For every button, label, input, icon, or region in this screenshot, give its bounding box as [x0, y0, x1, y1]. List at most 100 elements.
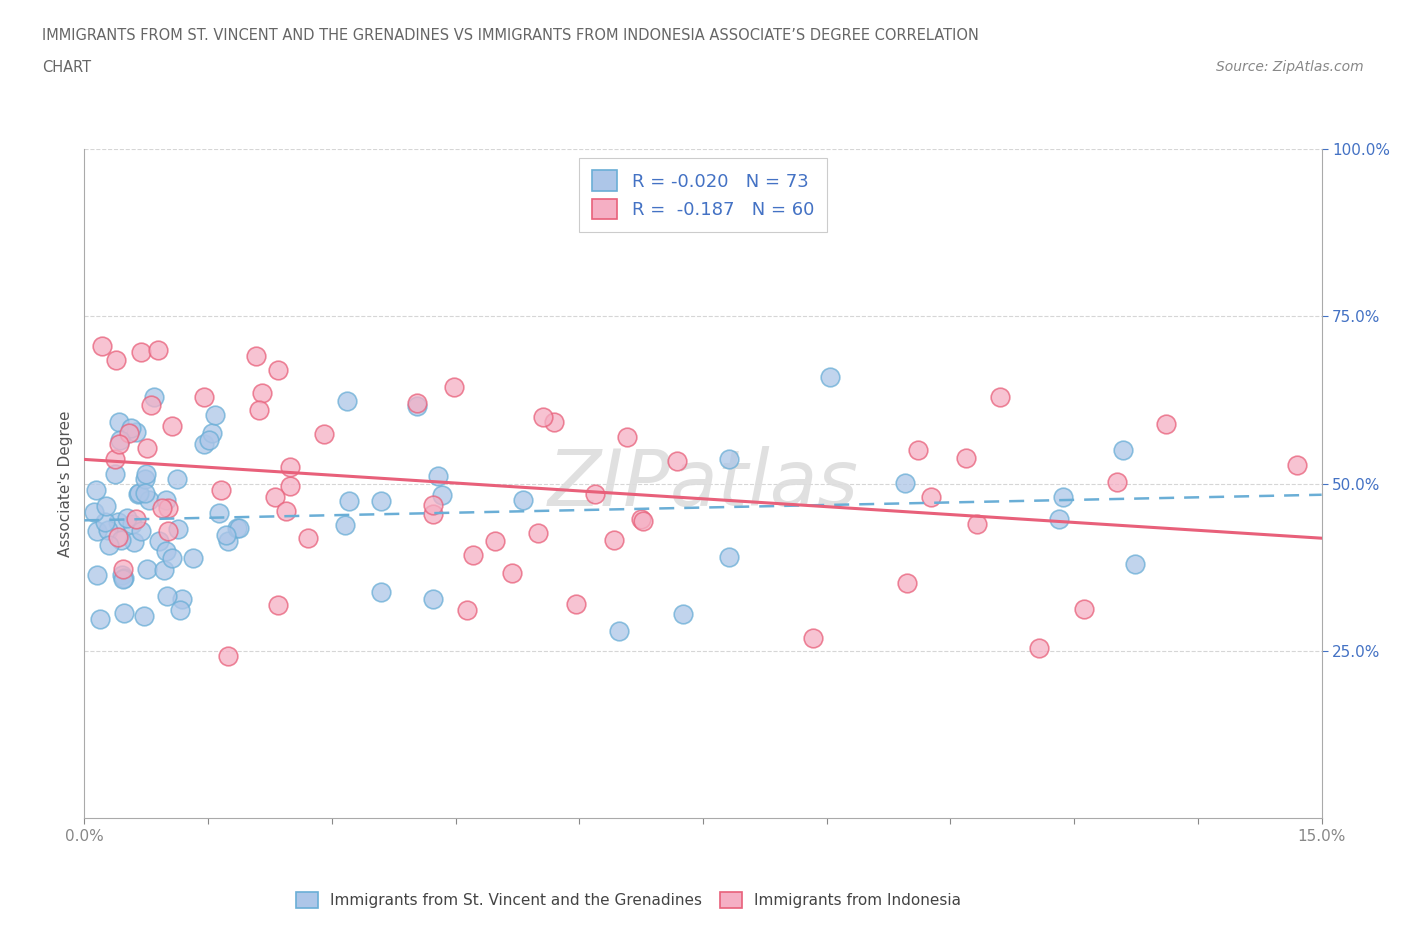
- Point: [129, 345, 152, 360]
- Point: [370, 494, 392, 509]
- Point: [136, 441, 159, 456]
- Y-axis label: Associate's Degree: Associate's Degree: [58, 410, 73, 557]
- Point: [297, 531, 319, 546]
- Point: [134, 609, 156, 624]
- Point: [124, 534, 146, 549]
- Point: [160, 418, 183, 433]
- Point: [672, 606, 695, 621]
- Point: [893, 475, 915, 490]
- Point: [124, 512, 146, 526]
- Point: [543, 415, 565, 430]
- Point: [108, 436, 131, 451]
- Point: [110, 533, 132, 548]
- Point: [197, 432, 219, 447]
- Point: [426, 468, 449, 483]
- Point: [156, 524, 179, 538]
- Point: [209, 482, 232, 497]
- Point: [107, 530, 129, 545]
- Point: [278, 459, 301, 474]
- Point: [117, 511, 139, 525]
- Point: [86, 482, 108, 497]
- Point: [337, 494, 360, 509]
- Point: [1052, 489, 1074, 504]
- Point: [336, 394, 359, 409]
- Point: [564, 596, 586, 611]
- Point: [718, 550, 741, 565]
- Point: [155, 589, 177, 604]
- Point: [267, 363, 290, 378]
- Point: [276, 503, 298, 518]
- Point: [247, 403, 270, 418]
- Point: [148, 534, 170, 549]
- Point: [217, 534, 239, 549]
- Point: [406, 399, 429, 414]
- Point: [107, 514, 129, 529]
- Point: [127, 486, 149, 501]
- Point: [107, 415, 129, 430]
- Point: [920, 490, 942, 505]
- Point: [1107, 474, 1129, 489]
- Point: [86, 567, 108, 582]
- Point: [201, 425, 224, 440]
- Point: [966, 516, 988, 531]
- Point: [169, 603, 191, 618]
- Point: [314, 426, 336, 441]
- Point: [264, 489, 287, 504]
- Point: [1123, 557, 1146, 572]
- Text: Source: ZipAtlas.com: Source: ZipAtlas.com: [1216, 60, 1364, 74]
- Point: [134, 485, 156, 500]
- Point: [896, 576, 918, 591]
- Point: [245, 349, 267, 364]
- Point: [217, 649, 239, 664]
- Point: [214, 528, 236, 543]
- Point: [333, 517, 356, 532]
- Text: IMMIGRANTS FROM ST. VINCENT AND THE GRENADINES VS IMMIGRANTS FROM INDONESIA ASSO: IMMIGRANTS FROM ST. VINCENT AND THE GREN…: [42, 28, 979, 43]
- Point: [167, 522, 190, 537]
- Point: [193, 390, 215, 405]
- Point: [120, 420, 142, 435]
- Point: [484, 533, 506, 548]
- Point: [501, 565, 523, 580]
- Point: [422, 591, 444, 606]
- Point: [955, 450, 977, 465]
- Point: [94, 498, 117, 513]
- Point: [1285, 458, 1308, 472]
- Point: [988, 390, 1011, 405]
- Point: [135, 467, 157, 482]
- Point: [1154, 416, 1177, 431]
- Point: [110, 568, 132, 583]
- Point: [105, 352, 128, 367]
- Point: [1028, 640, 1050, 655]
- Point: [104, 452, 127, 467]
- Point: [443, 379, 465, 394]
- Text: CHART: CHART: [42, 60, 91, 75]
- Point: [603, 533, 626, 548]
- Point: [83, 505, 105, 520]
- Point: [134, 472, 156, 486]
- Point: [630, 512, 652, 526]
- Point: [818, 369, 841, 384]
- Point: [155, 544, 177, 559]
- Point: [456, 603, 478, 618]
- Point: [146, 342, 169, 357]
- Point: [150, 501, 173, 516]
- Point: [166, 472, 188, 486]
- Point: [121, 517, 143, 532]
- Point: [86, 524, 108, 538]
- Point: [89, 611, 111, 626]
- Point: [616, 430, 638, 445]
- Point: [607, 623, 630, 638]
- Point: [512, 493, 534, 508]
- Point: [527, 525, 550, 540]
- Point: [631, 514, 654, 529]
- Point: [228, 520, 250, 535]
- Point: [155, 493, 177, 508]
- Text: ZIPatlas: ZIPatlas: [547, 445, 859, 522]
- Point: [1111, 443, 1133, 458]
- Point: [181, 551, 204, 566]
- Point: [718, 452, 741, 467]
- Point: [104, 466, 127, 481]
- Point: [422, 498, 444, 512]
- Point: [112, 606, 135, 621]
- Point: [803, 631, 825, 645]
